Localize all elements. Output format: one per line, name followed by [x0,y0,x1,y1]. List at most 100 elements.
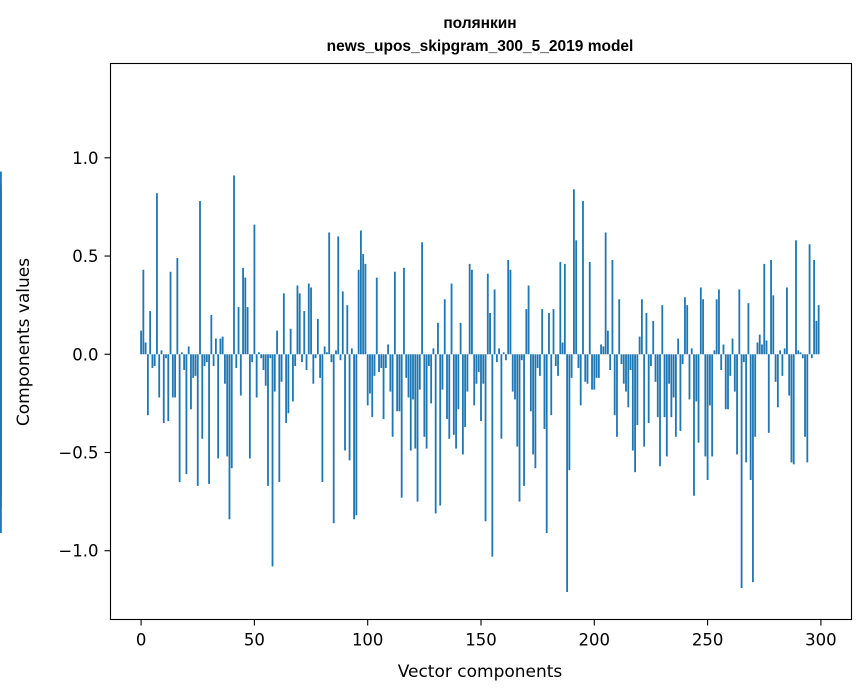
bar-145 [468,263,471,355]
bar-243 [690,348,693,355]
bar-94 [353,354,355,520]
bar-253 [713,350,716,355]
bar-132 [439,354,442,506]
bar-195 [582,201,584,355]
bar-262 [733,354,736,392]
bar-299 [817,305,820,355]
bar-15 [174,354,176,398]
bar-36 [221,336,224,355]
bar-12 [167,354,170,422]
bar-242 [688,354,691,400]
bar-227 [654,354,657,382]
bar-151 [482,354,485,384]
bar-298 [815,320,818,355]
bar-246 [697,354,700,443]
bar-105 [378,354,380,372]
bar-197 [586,354,589,384]
bar-140 [457,354,460,410]
bar-171 [527,285,530,355]
bar-101 [369,354,371,394]
bar-149 [477,354,480,372]
bar-168 [520,354,523,361]
x-tick-label: 200 [579,631,611,650]
bar-257 [722,344,725,355]
bar-228 [656,354,659,418]
bar-254 [715,299,718,355]
bar-10 [162,354,165,424]
bar-80 [321,354,324,482]
bar-54 [262,354,265,370]
bar-160 [502,352,505,355]
bar-24 [194,354,197,376]
bar-141 [459,322,462,355]
bar-43 [237,307,240,355]
bar-258 [724,354,727,410]
bar-114 [398,354,401,412]
bar-161 [505,354,507,361]
bar-138 [452,354,455,435]
bar-294 [806,354,809,463]
bar-139 [455,354,457,449]
bar-74 [307,283,310,355]
bar-135 [446,354,448,420]
bar-84 [330,354,333,363]
bars-group [0,171,820,592]
bar-203 [600,344,602,355]
bar-98 [362,254,365,355]
bar-136 [448,354,451,439]
bar-147 [473,354,476,406]
bar-189 [568,354,571,471]
bar-194 [579,354,582,406]
bar-100 [366,354,369,406]
bar-21 [187,346,190,355]
bar-86 [335,350,337,355]
chart-subtitle: news_upos_skipgram_300_5_2019 model [327,38,634,55]
bar-25 [196,354,199,486]
bar-155 [491,354,494,557]
bar-18 [180,352,183,355]
bar-35 [219,338,222,355]
bar-60 [276,330,278,355]
bar-48 [248,354,251,459]
bar-56 [267,354,269,486]
bar-115 [400,354,403,498]
bar-218 [634,354,636,473]
bar-89 [341,291,344,355]
bar-2 [144,342,147,355]
bar-167 [518,354,521,502]
bar-116 [403,267,405,355]
bar-121 [414,354,417,449]
bar-217 [631,354,634,451]
bar-76 [312,354,315,384]
bar-251 [708,354,711,406]
bar-278 [770,259,772,355]
bar-82 [326,352,328,355]
bar-207 [609,354,612,370]
bar-215 [627,354,630,408]
bar-23 [192,354,195,378]
bar-169 [523,354,525,486]
bar-206 [606,330,609,355]
bar-162 [507,259,510,355]
bar-164 [511,354,514,392]
bar-170 [525,309,528,355]
bar-237 [677,338,680,355]
bar-40 [230,354,233,469]
bar-223 [645,313,648,355]
bar-235 [672,354,675,398]
bar-250 [706,354,709,481]
bar-87 [337,236,340,355]
bar-79 [319,354,322,378]
bar-undefined [0,293,2,355]
bar-226 [652,320,655,355]
bar-69 [296,285,299,355]
bar-118 [407,354,410,398]
bar-55 [264,354,267,386]
bar-216 [629,354,632,370]
bar-47 [246,307,249,355]
bar-269 [749,354,752,481]
bar-191 [573,189,575,355]
bar-260 [729,354,732,376]
y-tick-label: 0.5 [72,247,98,266]
bar-287 [790,354,793,463]
